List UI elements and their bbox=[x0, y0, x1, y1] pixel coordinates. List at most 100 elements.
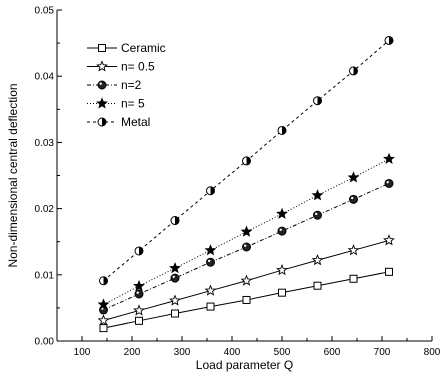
series-metal bbox=[99, 35, 394, 286]
series-metal-point bbox=[206, 186, 215, 196]
series-n-2-point-body bbox=[170, 273, 180, 283]
series-n-5-point bbox=[276, 207, 288, 219]
series-metal-point bbox=[277, 125, 287, 135]
series-n-5-point bbox=[240, 225, 253, 237]
series-n-2-point-highlight bbox=[351, 196, 354, 200]
series-metal-point-fill bbox=[282, 126, 286, 135]
legend-metal-marker bbox=[97, 117, 107, 127]
series-metal-point-fill bbox=[246, 156, 251, 165]
series-metal-point bbox=[349, 66, 358, 76]
series-ceramic-point bbox=[242, 295, 251, 304]
series-n-2-point bbox=[313, 210, 322, 220]
series-n-2-point-highlight bbox=[315, 212, 318, 216]
series-n-5-point bbox=[169, 261, 181, 274]
axes: 100 200 300 400 500 600 700 800 0.00 0.01 0.02 0.03… bbox=[35, 6, 441, 359]
legend-ceramic: Ceramic bbox=[87, 41, 166, 55]
series-n-2-point bbox=[242, 242, 251, 252]
series-ceramic-point bbox=[206, 302, 215, 311]
series-metal-point bbox=[170, 216, 180, 226]
series-n-5-point bbox=[311, 189, 324, 201]
series-n-2-point bbox=[349, 194, 358, 204]
series-n-2-point-highlight bbox=[386, 180, 389, 184]
series-n-5-line bbox=[103, 158, 390, 306]
legend-n-2-marker-body bbox=[97, 80, 107, 90]
series-n-5-point bbox=[204, 244, 217, 256]
y-axis-label: Non-dimensional central deflection bbox=[6, 83, 20, 267]
series-n-2-point bbox=[206, 257, 215, 267]
series-n-2-point-body bbox=[206, 257, 215, 267]
x-tick-label: 700 bbox=[374, 347, 391, 358]
series-metal-point-fill bbox=[389, 36, 393, 45]
legend-metal-label: Metal bbox=[121, 115, 150, 129]
x-tick-label: 500 bbox=[274, 347, 291, 358]
legend-metal-marker-fill bbox=[102, 118, 106, 126]
series-n-2-point bbox=[134, 289, 144, 299]
series-n-5-point bbox=[97, 298, 110, 310]
legend-n-2: n=2 bbox=[87, 78, 142, 92]
series-metal-point bbox=[134, 246, 144, 256]
series-metal-point-fill bbox=[139, 246, 143, 255]
series-ceramic-point bbox=[99, 324, 108, 333]
series-n-5-point bbox=[133, 279, 145, 292]
x-tick-label: 800 bbox=[424, 347, 441, 358]
legend-n-2-marker-highlight bbox=[99, 82, 102, 85]
y-tick-label: 0.03 bbox=[35, 138, 55, 149]
series-n-5 bbox=[97, 152, 395, 310]
series-n-2-point-highlight bbox=[279, 228, 282, 232]
legend-metal: Metal bbox=[87, 115, 150, 129]
series-n-2-point-body bbox=[384, 178, 394, 188]
y-tick-label: 0.00 bbox=[35, 337, 55, 348]
legend-n-0-5-label: n= 0.5 bbox=[121, 60, 155, 74]
x-tick-label: 200 bbox=[124, 347, 141, 358]
series-n-2-point-highlight bbox=[244, 244, 247, 247]
series-n-0-5-point bbox=[311, 254, 324, 266]
series-n-0-5-point bbox=[347, 244, 360, 256]
series-n-0-5-point bbox=[383, 234, 395, 246]
y-tick-label: 0.05 bbox=[35, 6, 55, 17]
series-metal-point-fill bbox=[353, 66, 358, 75]
series-ceramic-point bbox=[171, 309, 179, 318]
series-metal-point-fill bbox=[103, 276, 108, 285]
series-n-2-point-body bbox=[313, 210, 322, 220]
series-n-2-point-body bbox=[349, 194, 358, 204]
legend-ceramic-marker bbox=[98, 44, 106, 52]
y-tick-label: 0.01 bbox=[35, 270, 55, 281]
series-n-0-5-point bbox=[240, 274, 253, 286]
series-metal-point bbox=[242, 156, 251, 166]
legend-n-2-marker bbox=[97, 80, 107, 90]
series-n-2 bbox=[99, 178, 394, 315]
x-axis-label: Load parameter Q bbox=[196, 358, 293, 372]
legend-n-5: n= 5 bbox=[87, 97, 145, 111]
series-n-2-point bbox=[384, 178, 394, 188]
x-tick-label: 100 bbox=[74, 347, 91, 358]
series-n-2-point bbox=[170, 273, 180, 283]
series-n-2-point-highlight bbox=[208, 259, 211, 263]
legend-ceramic-label: Ceramic bbox=[121, 41, 166, 55]
series-n-0-5-point bbox=[169, 294, 181, 306]
series-n-2-point-highlight bbox=[136, 291, 139, 294]
series-n-2-point bbox=[277, 226, 287, 236]
legend-n-5-marker bbox=[96, 97, 108, 109]
legend-n-0-5: n= 0.5 bbox=[87, 60, 155, 74]
series-metal-point bbox=[99, 276, 108, 286]
series-n-5-point bbox=[347, 171, 360, 183]
series-ceramic-point bbox=[278, 288, 286, 297]
series-n-0-5-point bbox=[97, 314, 110, 326]
series-n-0-5-point bbox=[133, 304, 145, 316]
series-n-0-5-point bbox=[276, 263, 288, 276]
x-tick-label: 400 bbox=[224, 347, 241, 358]
x-tick-label: 300 bbox=[174, 347, 191, 358]
series-metal-point bbox=[384, 35, 394, 45]
series-metal-point-fill bbox=[175, 216, 179, 225]
series-metal-point-fill bbox=[317, 96, 322, 105]
y-tick-label: 0.04 bbox=[35, 72, 55, 83]
y-tick-label: 0.02 bbox=[35, 204, 55, 215]
series-n-5-point bbox=[383, 152, 395, 164]
legend-n-2-label: n=2 bbox=[121, 78, 142, 92]
x-tick-label: 600 bbox=[324, 347, 341, 358]
series-ceramic-point bbox=[385, 267, 393, 276]
series-n-2-point-body bbox=[134, 289, 144, 299]
series-n-0-5 bbox=[97, 234, 395, 326]
series-n-0-5-point bbox=[204, 284, 217, 296]
legend: Ceramic n= 0.5 n=2 n= 5 Metal bbox=[87, 41, 166, 129]
